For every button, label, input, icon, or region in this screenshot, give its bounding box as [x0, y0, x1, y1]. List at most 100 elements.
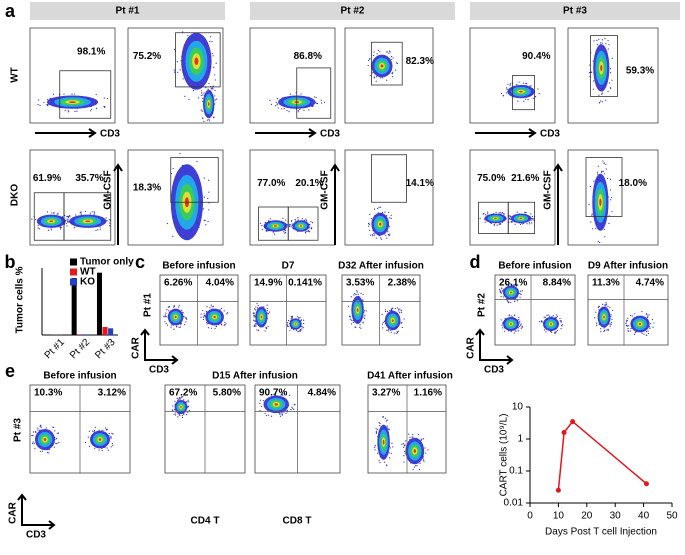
event-dot: [185, 318, 188, 320]
event-dot: [516, 211, 518, 213]
event-dot: [84, 210, 87, 213]
event-dot: [518, 316, 520, 319]
event-dot: [592, 60, 594, 62]
event-dot: [225, 323, 227, 325]
event-dot: [556, 315, 559, 317]
event-dot: [403, 450, 406, 453]
event-dot: [530, 219, 532, 221]
event-dot: [214, 89, 216, 92]
y-axis-label: CAR: [466, 336, 477, 358]
event-dot: [311, 226, 313, 228]
event-dot: [389, 457, 391, 459]
density: [549, 323, 553, 325]
event-dot: [403, 445, 406, 447]
event-dot: [203, 314, 205, 317]
event-dot: [168, 305, 171, 308]
event-dot: [39, 104, 41, 107]
event-dot: [102, 429, 104, 431]
gate: [170, 157, 219, 203]
event-dot: [483, 212, 485, 214]
event-dot: [508, 215, 510, 217]
event-dot: [300, 319, 303, 321]
event-dot: [403, 455, 405, 457]
gate: [590, 35, 618, 97]
event-dot: [393, 332, 395, 334]
event-dot: [308, 109, 310, 111]
event-dot: [390, 330, 392, 332]
event-dot: [187, 405, 190, 407]
event-dot: [530, 85, 532, 87]
event-dot: [510, 330, 512, 333]
event-dot: [609, 178, 612, 180]
quadrant-percent: 90.7%: [259, 388, 287, 399]
event-dot: [604, 236, 606, 238]
event-dot: [389, 233, 391, 235]
event-dot: [265, 326, 267, 329]
event-dot: [398, 308, 400, 310]
event-dot: [206, 321, 208, 323]
event-dot: [603, 330, 605, 333]
event-dot: [182, 31, 184, 33]
event-dot: [609, 68, 612, 70]
event-dot: [268, 311, 271, 313]
event-dot: [609, 323, 611, 325]
y-tick-label: 0.1: [509, 466, 523, 477]
event-dot: [173, 304, 175, 307]
event-dot: [206, 306, 208, 308]
event-dot: [174, 48, 176, 50]
event-dot: [211, 41, 213, 43]
subset-label: CD4 T: [191, 516, 220, 527]
event-dot: [541, 320, 543, 322]
event-dot: [91, 108, 93, 110]
event-dot: [518, 318, 520, 321]
quadrant-percent: 6.26%: [164, 278, 192, 289]
event-dot: [205, 87, 207, 89]
event-dot: [610, 314, 612, 316]
event-dot: [105, 217, 107, 219]
event-dot: [532, 97, 534, 99]
x-axis-label: CD3: [149, 365, 169, 376]
event-dot: [289, 225, 291, 228]
event-dot: [299, 108, 301, 111]
event-dot: [424, 447, 426, 449]
event-dot: [273, 393, 275, 395]
event-dot: [514, 300, 516, 303]
event-dot: [590, 221, 592, 223]
event-dot: [627, 324, 629, 327]
event-dot: [259, 402, 261, 405]
event-dot: [110, 435, 112, 437]
density: [85, 220, 91, 223]
event-dot: [257, 304, 259, 307]
event-dot: [192, 90, 195, 92]
event-dot: [283, 231, 285, 233]
event-dot: [372, 235, 374, 237]
event-dot: [45, 427, 47, 429]
event-dot: [370, 234, 372, 236]
event-dot: [595, 227, 597, 230]
event-dot: [379, 51, 381, 53]
event-dot: [388, 452, 390, 454]
event-dot: [312, 105, 314, 107]
plot-title: Before infusion: [43, 371, 116, 382]
event-dot: [98, 449, 100, 451]
event-dot: [264, 412, 266, 415]
event-dot: [79, 212, 81, 214]
x-tick-label: 30: [610, 511, 622, 522]
event-dot: [608, 222, 610, 225]
event-dot: [282, 217, 284, 219]
event-dot: [292, 407, 294, 409]
event-dot: [386, 465, 388, 467]
event-dot: [503, 213, 505, 215]
event-dot: [611, 321, 613, 324]
quadrant-percent: 3.12%: [98, 388, 126, 399]
event-dot: [389, 226, 391, 228]
event-dot: [600, 100, 602, 102]
event-dot: [84, 441, 87, 443]
event-dot: [315, 102, 317, 104]
event-dot: [297, 111, 299, 113]
density: [174, 315, 177, 319]
event-dot: [609, 306, 611, 308]
event-dot: [254, 315, 256, 317]
event-dot: [33, 443, 35, 445]
gate: [585, 157, 623, 217]
